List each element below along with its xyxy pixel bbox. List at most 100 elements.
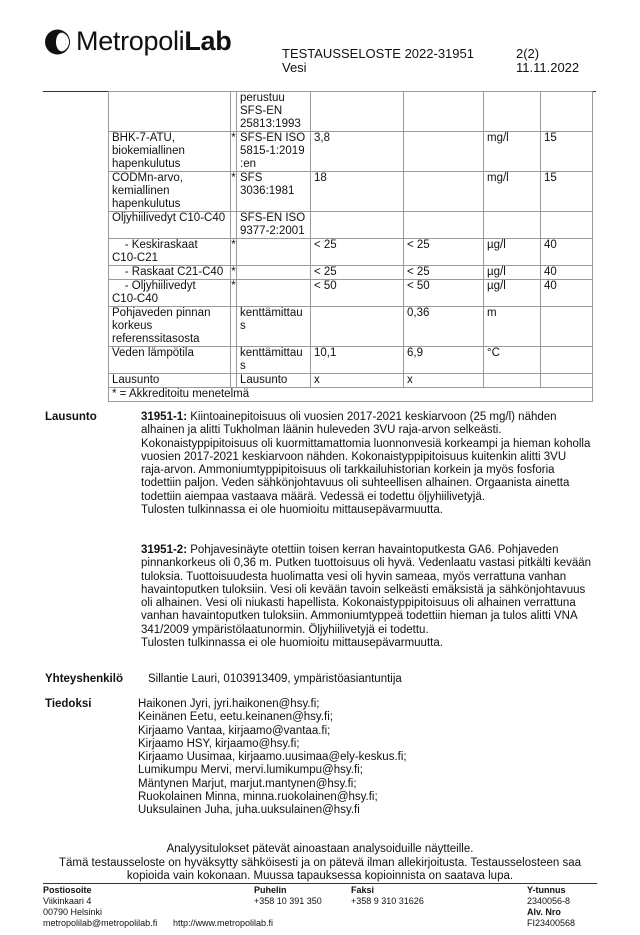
result-1-cell (310, 211, 404, 239)
table-row: CODMn-arvo, kemiallinen hapenkulutus * SFS… (108, 171, 593, 212)
result-2-cell: < 25 (403, 265, 484, 280)
text-line: Kirjaamo Uusimaa, kirjaamo.uusimaa@ely-k… (138, 751, 407, 764)
metropolilab-logo: MetropoliLab (44, 26, 232, 57)
result-2-cell: 6,9 (403, 346, 484, 374)
table-row: Veden lämpötila kenttämittau s 10,1 6,9 °C (108, 346, 593, 374)
limit-cell (540, 91, 593, 132)
text-line: Uuksulainen Juha, juha.uuksulainen@hsy.f… (138, 804, 360, 817)
method-cell: SFS-EN ISO 5815-1:2019 :en (236, 131, 311, 172)
unit-cell: mg/l (483, 171, 541, 212)
table-row: Lausunto Lausunto x x (108, 373, 593, 388)
text-line: raja-arvon. Ammoniumtyppipitoisuus oli t… (141, 464, 555, 477)
result-2-cell (403, 211, 484, 239)
result-1-cell: x (310, 373, 404, 388)
text-line: Kokonaistyppipitoisuus oli kuormittamatt… (141, 437, 591, 450)
limit-cell (540, 211, 593, 239)
report-title: TESTAUSSELOSTE 2022-31951 (282, 46, 474, 61)
limit-cell: 15 (540, 171, 593, 212)
text-line: tuloksia. Tuottoisuudesta huolimatta ves… (141, 570, 567, 583)
parameter-cell: Lausunto (108, 373, 231, 388)
footer-business-id: Y-tunnus 2340056-8 Alv. Nro FI23400568 (527, 885, 576, 928)
method-cell (236, 265, 311, 280)
result-2-cell: < 50 (403, 279, 484, 307)
parameter-cell (108, 91, 231, 132)
result-2-cell (403, 131, 484, 172)
limit-cell: 40 (540, 265, 593, 280)
parameter-cell: CODMn-arvo, kemiallinen hapenkulutus (108, 171, 231, 212)
parameter-cell: - Öljyhiilivedyt C10-C40 (108, 279, 231, 307)
footer-divider (43, 883, 597, 884)
unit-cell (483, 91, 541, 132)
method-cell (236, 279, 311, 307)
unit-cell: mg/l (483, 131, 541, 172)
result-2-cell: 0,36 (403, 306, 484, 347)
text: Kiintoainepitoisuus oli vuosien 2017-202… (187, 411, 557, 423)
text-line: vuosien 2017-2021 keskiarvoon nähden. Ko… (141, 450, 567, 463)
parameter-cell: Öljyhiilivedyt C10-C40 (108, 211, 231, 239)
parameter-cell: Veden lämpötila (108, 346, 231, 374)
text-line: 31951-1: Kiintoainepitoisuus oli vuosien… (141, 411, 590, 424)
text-line: Kirjaamo HSY, kirjaamo@hsy.fi; (138, 737, 300, 750)
limit-cell (540, 373, 593, 388)
table-row: Pohjaveden pinnan korkeus referenssitaso… (108, 306, 593, 347)
logo-circle-icon (45, 29, 70, 54)
text-line: 341/2009 ympäristölaatunormin. Öljyhiili… (141, 623, 429, 636)
limit-cell (540, 306, 593, 347)
logo-text: MetropoliLab (76, 26, 232, 56)
result-2-cell (403, 91, 484, 132)
result-1-cell (310, 91, 404, 132)
footer-email[interactable]: metropolilab@metropolilab.fi (43, 918, 158, 928)
unit-cell: µg/l (483, 265, 541, 280)
limit-cell: 40 (540, 238, 593, 266)
limit-cell (540, 346, 593, 374)
unit-cell (483, 211, 541, 239)
text-line: Keinänen Eetu, eetu.keinanen@hsy.fi; (138, 711, 333, 724)
table-row: - Raskaat C21-C40 * < 25 < 25 µg/l 40 (108, 265, 593, 280)
text-line: todettiin aiempaa vastaava määrä. Vedess… (141, 490, 485, 503)
text-line: alhainen ja alitti Tukholman läänin hule… (141, 424, 502, 437)
text-line: kopioida vain kokonaan. Muussa tapaukses… (126, 870, 514, 882)
cc-list: Haikonen Jyri, jyri.haikonen@hsy.fi; Kein… (138, 698, 407, 818)
text-line: 31951-2: Pohjavesinäyte otettiin toisen … (141, 544, 591, 557)
text-line: Lumikumpu Mervi, mervi.lumikumpu@hsy.fi; (138, 764, 363, 777)
text-line: vanhan havaintoputken tuloksiin. Ammoniu… (141, 610, 578, 623)
method-cell: perustuu SFS-EN 25813:1993 (236, 91, 311, 132)
parameter-cell: - Keskiraskaat C10-C21 (108, 238, 231, 266)
limit-cell: 15 (540, 131, 593, 172)
footer-address: Postiosoite Viikinkaari 4 00790 Helsinki… (43, 885, 158, 928)
results-table: perustuu SFS-EN 25813:1993 BHK-7-ATU, bio… (108, 91, 593, 402)
method-cell: kenttämittau s (236, 346, 311, 374)
text-line: Analyysitulokset pätevät ainoastaan anal… (166, 843, 474, 855)
footer-website[interactable]: http://www.metropolilab.fi (173, 918, 274, 928)
result-1-cell: 18 (310, 171, 404, 212)
text-line: Ruokolainen Minna, minna.ruokolainen@hsy… (138, 791, 378, 804)
text-line: pinnankorkeus oli 0,36 m. Putken tuottoi… (141, 557, 592, 570)
result-1-cell: < 50 (310, 279, 404, 307)
method-cell: kenttämittau s (236, 306, 311, 347)
contact-value: Sillantie Lauri, 0103913409, ympäristöas… (148, 673, 402, 685)
sample-id: 31951-1: (141, 411, 188, 423)
unit-cell: µg/l (483, 279, 541, 307)
parameter-cell: BHK-7-ATU, biokemiallinen hapenkulutus (108, 131, 231, 172)
table-row: perustuu SFS-EN 25813:1993 (108, 91, 593, 132)
text: Pohjavesinäyte otettiin toisen kerran ha… (187, 544, 559, 556)
result-1-cell: 10,1 (310, 346, 404, 374)
table-row: BHK-7-ATU, biokemiallinen hapenkulutus * S… (108, 131, 593, 172)
parameter-cell: Pohjaveden pinnan korkeus referenssitaso… (108, 306, 231, 347)
statement-paragraph-1: 31951-1: Kiintoainepitoisuus oli vuosien… (141, 411, 590, 517)
unit-cell: °C (483, 346, 541, 374)
table-row: - Keskiraskaat C10-C21 * < 25 < 25 µg/l 40 (108, 238, 593, 266)
parameter-cell: - Raskaat C21-C40 (108, 265, 231, 280)
method-cell: SFS-EN ISO 9377-2:2001 (236, 211, 311, 239)
contact-label: Yhteyshenkilö (45, 673, 123, 685)
footer-fax: Faksi +358 9 310 31626 (351, 885, 424, 906)
statement-label: Lausunto (45, 411, 97, 423)
text-line: Kirjaamo Vantaa, kirjaamo@vantaa.fi; (138, 724, 331, 737)
method-cell: SFS 3036:1981 (236, 171, 311, 212)
text-line: Tämä testausseloste on hyväksytty sähköi… (58, 856, 582, 869)
limit-cell: 40 (540, 279, 593, 307)
method-cell (236, 238, 311, 266)
accreditation-cell: * (230, 265, 237, 280)
result-2-cell: < 25 (403, 238, 484, 266)
unit-cell: m (483, 306, 541, 347)
